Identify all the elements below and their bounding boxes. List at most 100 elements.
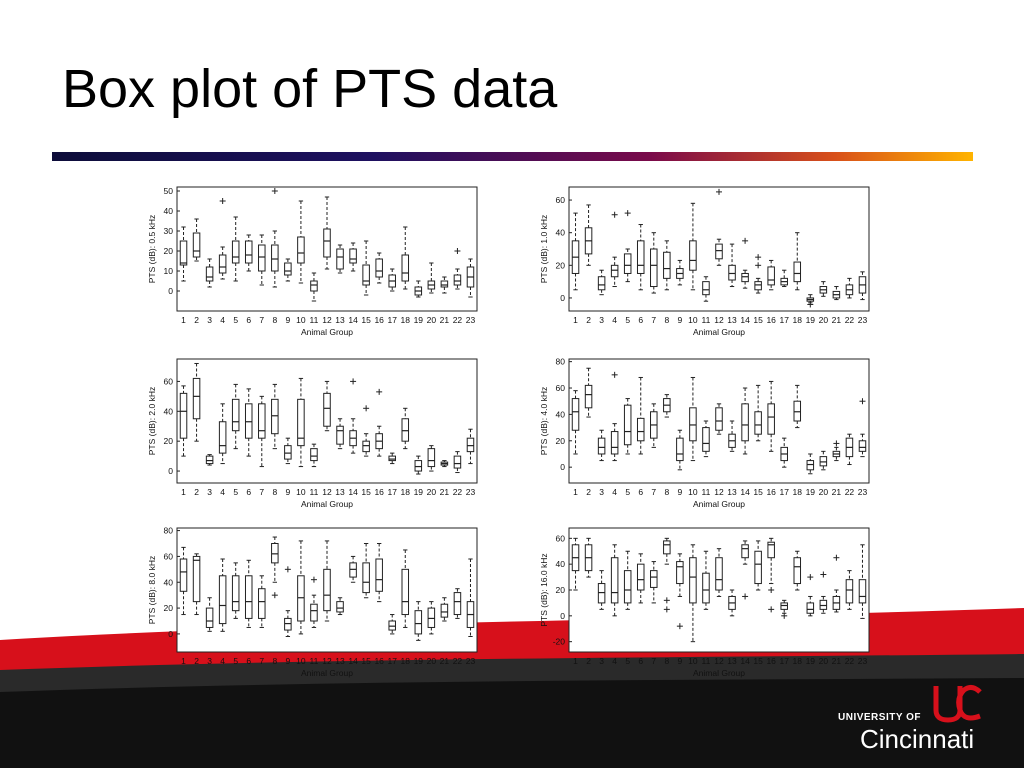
x-tick-label: 14: [348, 656, 358, 666]
x-tick-label: 1: [181, 487, 186, 497]
x-tick-label: 6: [246, 656, 251, 666]
x-tick-label: 7: [259, 656, 264, 666]
y-tick-label: 0: [560, 293, 565, 303]
x-tick-label: 13: [335, 487, 345, 497]
iqr-box: [362, 264, 370, 286]
iqr-box: [297, 398, 305, 447]
box-5: [231, 216, 240, 282]
iqr-box: [323, 392, 331, 427]
x-tick-label: 21: [440, 315, 450, 325]
box-16: [767, 259, 775, 291]
box-1: [571, 390, 580, 455]
x-tick-label: 20: [427, 315, 437, 325]
x-tick-label: 23: [466, 656, 476, 666]
iqr-box: [676, 437, 684, 462]
x-tick-label: 11: [310, 487, 319, 497]
x-tick-label: 14: [348, 315, 358, 325]
x-tick-label: 9: [678, 656, 683, 666]
box-11: [310, 443, 318, 468]
box-18: [793, 232, 802, 291]
y-tick-label: -20: [553, 637, 566, 647]
iqr-box: [284, 262, 292, 276]
iqr-box: [362, 562, 370, 594]
iqr-box: [728, 264, 736, 281]
x-tick-label: 17: [387, 315, 397, 325]
x-tick-label: 14: [740, 656, 750, 666]
box-3: [205, 597, 214, 632]
x-tick-label: 16: [766, 656, 776, 666]
box-13: [728, 420, 736, 452]
iqr-box: [767, 266, 775, 286]
y-tick-label: 60: [556, 533, 566, 543]
x-tick-label: 11: [702, 315, 711, 325]
iqr-box: [689, 557, 697, 604]
x-tick-label: 16: [766, 315, 776, 325]
x-axis-label: Animal Group: [301, 499, 353, 509]
x-tick-label: 5: [625, 487, 630, 497]
iqr-box: [362, 440, 370, 453]
box-10: [689, 376, 697, 462]
box-1: [179, 226, 188, 282]
iqr-box: [414, 610, 423, 635]
iqr-box: [179, 392, 188, 439]
box-7: [650, 232, 658, 294]
x-tick-label: 23: [466, 315, 476, 325]
x-tick-label: 21: [440, 487, 450, 497]
x-tick-label: 18: [401, 315, 411, 325]
box-15: [754, 254, 762, 294]
iqr-box: [819, 599, 828, 610]
x-tick-label: 23: [858, 656, 868, 666]
box-7: [650, 561, 658, 604]
box-10: [297, 377, 305, 468]
y-tick-label: 40: [556, 559, 566, 569]
box-1: [179, 546, 188, 616]
x-tick-label: 20: [427, 487, 437, 497]
x-tick-label: 20: [819, 656, 829, 666]
iqr-box: [702, 572, 710, 604]
x-tick-label: 7: [651, 656, 656, 666]
x-tick-label: 3: [599, 315, 604, 325]
box-2: [192, 553, 201, 616]
x-tick-label: 16: [374, 487, 384, 497]
box-3: [597, 429, 606, 462]
x-tick-label: 15: [753, 487, 763, 497]
slide-title: Box plot of PTS data: [62, 59, 558, 119]
x-tick-label: 5: [625, 656, 630, 666]
iqr-box: [741, 544, 749, 559]
box-15: [362, 240, 370, 296]
box-5: [231, 562, 240, 619]
iqr-box: [793, 557, 802, 585]
x-tick-label: 6: [246, 487, 251, 497]
iqr-box: [453, 455, 462, 469]
x-tick-label: 5: [233, 487, 238, 497]
x-axis-label: Animal Group: [693, 668, 745, 678]
iqr-box: [793, 400, 802, 422]
box-4: [218, 198, 227, 280]
iqr-box: [427, 607, 436, 628]
x-tick-label: 20: [819, 315, 829, 325]
iqr-box: [192, 232, 201, 258]
box-18: [401, 549, 410, 628]
x-tick-label: 12: [714, 315, 724, 325]
x-tick-label: 12: [322, 487, 332, 497]
box-22: [845, 277, 854, 299]
box-16: [375, 543, 383, 603]
box-15: [754, 384, 762, 442]
iqr-box: [205, 607, 214, 628]
box-8: [663, 537, 671, 613]
box-8: [271, 536, 279, 599]
x-tick-label: 15: [361, 656, 371, 666]
x-tick-label: 12: [322, 315, 332, 325]
x-tick-label: 22: [845, 656, 855, 666]
iqr-box: [271, 398, 279, 435]
x-tick-label: 4: [612, 656, 617, 666]
x-tick-label: 17: [779, 315, 789, 325]
box-7: [258, 575, 266, 628]
x-tick-label: 2: [194, 315, 199, 325]
x-tick-label: 16: [374, 656, 384, 666]
x-tick-label: 4: [612, 487, 617, 497]
x-tick-label: 6: [246, 315, 251, 325]
x-axis-label: Animal Group: [693, 327, 745, 337]
x-tick-label: 15: [361, 315, 371, 325]
